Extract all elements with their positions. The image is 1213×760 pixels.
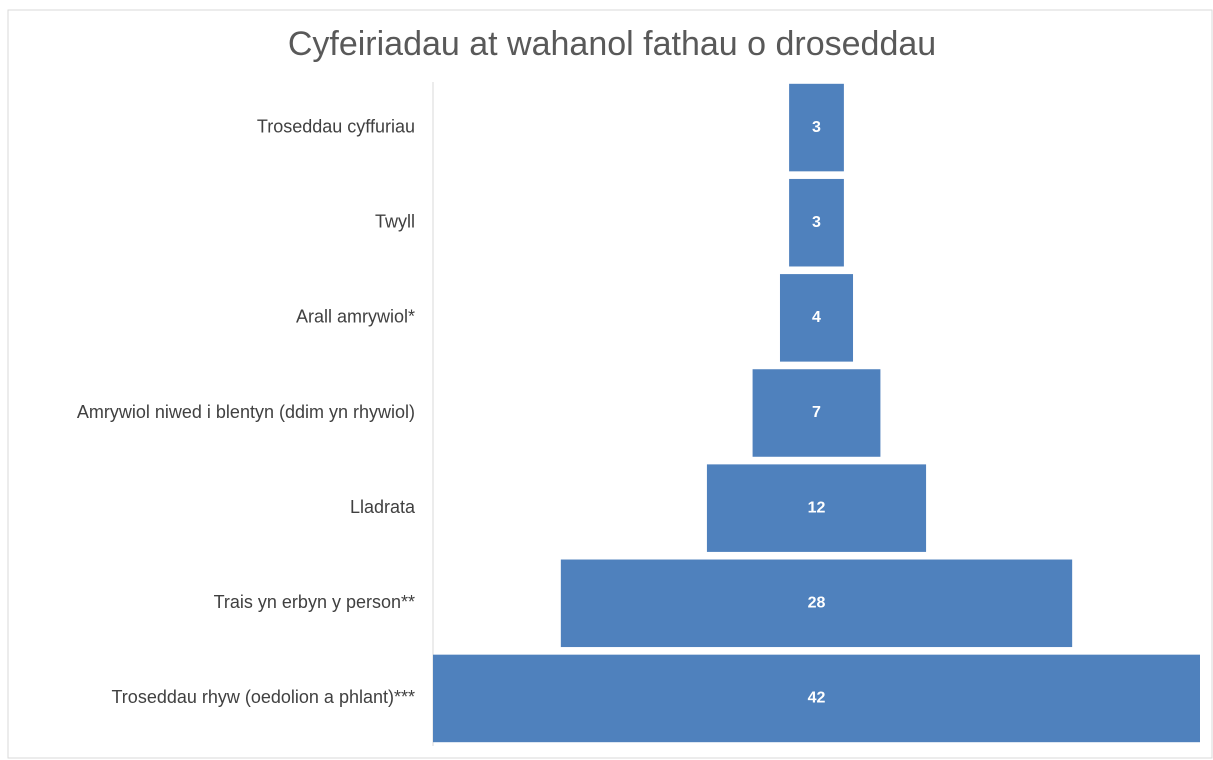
- value-label: 3: [812, 119, 821, 136]
- value-label: 28: [808, 595, 826, 612]
- funnel-bar: [706, 464, 927, 552]
- funnel-bar: [789, 178, 844, 267]
- value-label: 42: [808, 690, 826, 707]
- category-label: Arall amrywiol*: [296, 307, 415, 327]
- funnel-bar: [789, 83, 844, 172]
- funnel-bar: [433, 654, 1200, 743]
- value-label: 4: [812, 309, 821, 326]
- funnel-bar: [560, 559, 1073, 648]
- category-label: Lladrata: [350, 497, 416, 517]
- chart-title: Cyfeiriadau at wahanol fathau o drosedda…: [288, 25, 936, 63]
- value-label: 12: [808, 499, 826, 516]
- value-label: 7: [812, 404, 821, 421]
- chart-border: [7, 9, 1213, 759]
- category-label: Troseddau cyffuriau: [257, 116, 415, 136]
- value-label: 3: [812, 214, 821, 231]
- funnel-bar: [779, 274, 854, 362]
- category-label: Twyll: [375, 211, 415, 231]
- funnel-bar: [752, 369, 881, 457]
- category-label: Amrywiol niwed i blentyn (ddim yn rhywio…: [77, 402, 415, 422]
- category-label: Trais yn erbyn y person**: [214, 592, 415, 612]
- category-label: Troseddau rhyw (oedolion a phlant)***: [111, 687, 415, 707]
